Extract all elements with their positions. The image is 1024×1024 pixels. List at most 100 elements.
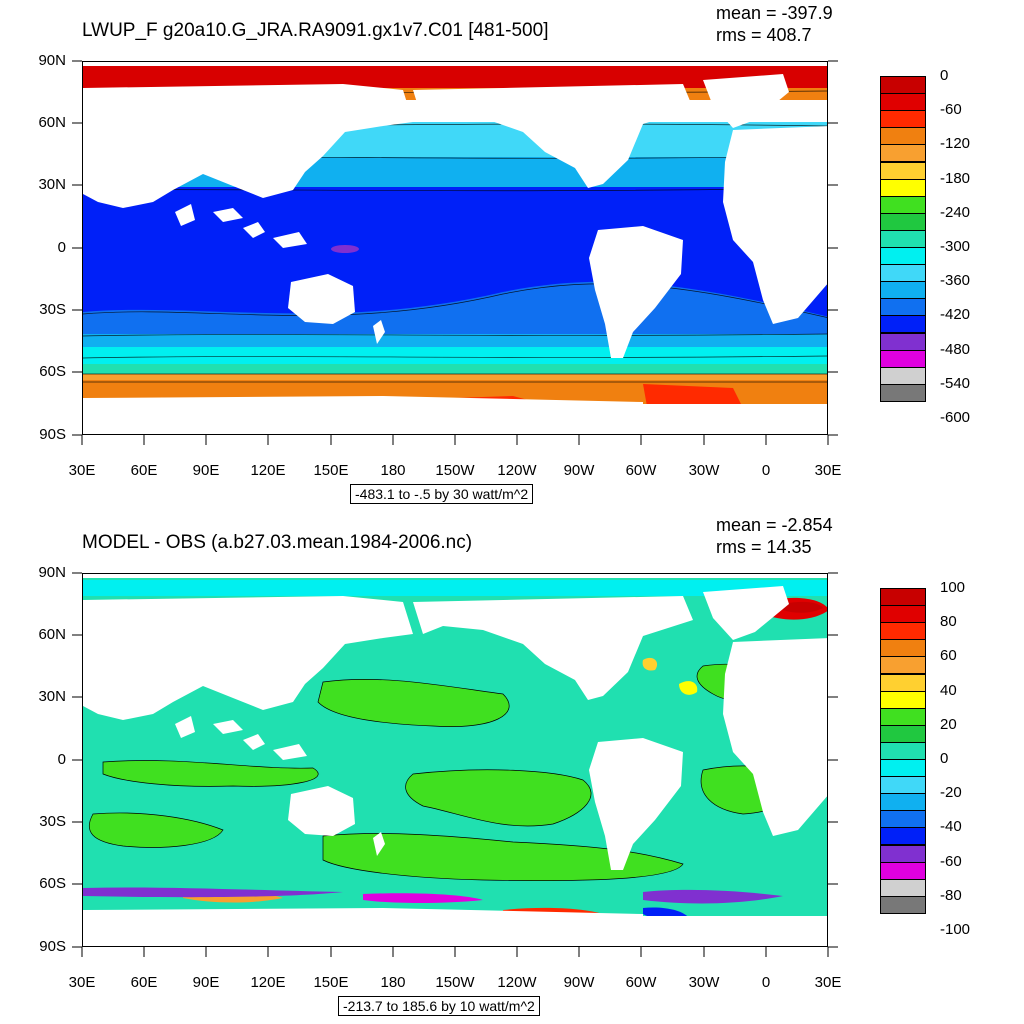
top-lon-label-0: 0 bbox=[761, 462, 771, 479]
top-colorbar-swatch bbox=[880, 229, 926, 248]
top-colorbar-label: 0 bbox=[940, 67, 949, 84]
top-colorbar-label: -60 bbox=[940, 101, 962, 119]
bottom-colorbar-label: -40 bbox=[940, 818, 962, 836]
top-map-title: LWUP_F g20a10.G_JRA.RA9091.gx1v7.C01 [48… bbox=[82, 20, 549, 41]
bottom-lat-label-30s: 30S bbox=[39, 813, 66, 830]
top-colorbar-swatch bbox=[880, 247, 926, 266]
bottom-lon-label-30e: 30E bbox=[68, 974, 96, 991]
top-lat-label-0: 0 bbox=[57, 239, 66, 256]
top-colorbar-swatch bbox=[880, 127, 926, 146]
bottom-lon-label-60e: 60E bbox=[130, 974, 158, 991]
top-rms-value: rms = 408.7 bbox=[716, 25, 812, 45]
top-lon-label-60w: 60W bbox=[625, 462, 657, 479]
bottom-colorbar-swatch bbox=[880, 861, 926, 880]
top-colorbar-swatch bbox=[880, 195, 926, 214]
bottom-contour-info-box: -213.7 to 185.6 by 10 watt/m^2 bbox=[338, 996, 540, 1016]
top-lon-label-60e: 60E bbox=[130, 462, 158, 479]
top-lon-label-150w: 150W bbox=[435, 462, 475, 479]
bottom-colorbar-swatch bbox=[880, 759, 926, 778]
bottom-colorbar-swatch bbox=[880, 588, 926, 607]
top-colorbar-swatch bbox=[880, 144, 926, 163]
top-mean-value: mean = -397.9 bbox=[716, 3, 833, 23]
top-colorbar-label: -420 bbox=[940, 306, 971, 324]
top-colorbar-swatch bbox=[880, 264, 926, 283]
top-lat-label-30s: 30S bbox=[39, 301, 66, 318]
bottom-lon-label-120e: 120E bbox=[250, 974, 286, 991]
top-lon-label-90w: 90W bbox=[563, 462, 595, 479]
top-colorbar-swatch bbox=[880, 110, 926, 129]
bottom-colorbar-swatch bbox=[880, 707, 926, 726]
bottom-lat-label-30n: 30N bbox=[38, 688, 66, 705]
bottom-lon-label-120w: 120W bbox=[497, 974, 537, 991]
bottom-lon-label-60w: 60W bbox=[625, 974, 657, 991]
top-colorbar-swatch bbox=[880, 212, 926, 231]
top-colorbar-swatch bbox=[880, 161, 926, 180]
top-lat-label-30n: 30N bbox=[38, 176, 66, 193]
bottom-colorbar-swatch bbox=[880, 622, 926, 641]
bottom-colorbar-swatch bbox=[880, 810, 926, 829]
top-lat-label-90n: 90N bbox=[38, 52, 66, 69]
bottom-colorbar-label: 40 bbox=[940, 681, 957, 699]
top-colorbar-swatch bbox=[880, 298, 926, 317]
bottom-map-plot bbox=[82, 573, 828, 947]
bottom-lon-label-150e: 150E bbox=[313, 974, 349, 991]
top-colorbar-label: -300 bbox=[940, 238, 971, 255]
top-colorbar-swatch bbox=[880, 383, 926, 402]
bottom-lat-label-60n: 60N bbox=[38, 626, 66, 643]
bottom-lon-label-90w: 90W bbox=[563, 974, 595, 991]
top-map-plot bbox=[82, 61, 828, 435]
bottom-colorbar-label: 80 bbox=[940, 613, 957, 631]
top-map-panel: LWUP_F g20a10.G_JRA.RA9091.gx1v7.C01 [48… bbox=[38, 3, 971, 504]
bottom-colorbar-swatch bbox=[880, 793, 926, 812]
bottom-colorbar-label: 20 bbox=[940, 715, 957, 733]
top-colorbar-swatch bbox=[880, 281, 926, 300]
top-lat-label-90s: 90S bbox=[39, 426, 66, 443]
top-colorbar-swatch bbox=[880, 76, 926, 95]
top-colorbar-swatch bbox=[880, 366, 926, 385]
top-colorbar-label: -360 bbox=[940, 272, 971, 290]
bottom-colorbar-label: 0 bbox=[940, 750, 949, 767]
top-colorbar-swatch bbox=[880, 93, 926, 112]
bottom-colorbar-swatch bbox=[880, 844, 926, 863]
bottom-lon-label-90e: 90E bbox=[192, 974, 220, 991]
top-colorbar-label: -540 bbox=[940, 374, 971, 392]
bottom-colorbar-swatch bbox=[880, 656, 926, 675]
top-lon-label-30e-end: 30E bbox=[814, 462, 842, 479]
bottom-map-panel: MODEL - OBS (a.b27.03.mean.1984-2006.nc)… bbox=[0, 512, 1024, 1024]
top-lon-label-30e: 30E bbox=[68, 462, 96, 479]
bottom-lon-label-30w: 30W bbox=[688, 974, 720, 991]
top-colorbar-label: -480 bbox=[940, 340, 971, 358]
top-colorbar-swatch bbox=[880, 349, 926, 368]
bottom-colorbar-swatch bbox=[880, 639, 926, 658]
bottom-map-title: MODEL - OBS (a.b27.03.mean.1984-2006.nc) bbox=[82, 532, 473, 553]
top-lat-label-60n: 60N bbox=[38, 114, 66, 131]
top-lon-label-180: 180 bbox=[380, 462, 406, 479]
bottom-difference-map bbox=[83, 574, 827, 946]
bottom-colorbar-label: 100 bbox=[940, 579, 966, 596]
bottom-colorbar-swatch bbox=[880, 605, 926, 624]
top-colorbar-label: -120 bbox=[940, 135, 971, 153]
bottom-colorbar-label: 60 bbox=[940, 647, 957, 665]
bottom-colorbar-label: -80 bbox=[940, 886, 962, 904]
top-colorbar-swatch bbox=[880, 332, 926, 351]
bottom-lon-label-0: 0 bbox=[761, 974, 771, 991]
top-lon-label-30w: 30W bbox=[688, 462, 720, 479]
bottom-lon-label-150w: 150W bbox=[435, 974, 475, 991]
top-lon-label-90e: 90E bbox=[192, 462, 220, 479]
top-contour-info-box: -483.1 to -.5 by 30 watt/m^2 bbox=[350, 484, 534, 504]
bottom-colorbar-swatch bbox=[880, 673, 926, 692]
bottom-colorbar-swatch bbox=[880, 895, 926, 914]
bottom-colorbar-label: -100 bbox=[940, 921, 971, 938]
top-colorbar-swatch bbox=[880, 315, 926, 334]
top-colorbar-label: -180 bbox=[940, 169, 971, 187]
top-colorbar-swatch bbox=[880, 178, 926, 197]
top-contour-map bbox=[83, 62, 827, 434]
bottom-colorbar-swatch bbox=[880, 690, 926, 709]
bottom-lon-label-180: 180 bbox=[380, 974, 406, 991]
bottom-colorbar-swatch bbox=[880, 878, 926, 897]
top-lon-label-150e: 150E bbox=[313, 462, 349, 479]
bottom-colorbar-label: -20 bbox=[940, 784, 962, 802]
bottom-colorbar-label: -60 bbox=[940, 852, 962, 870]
bottom-colorbar-swatch bbox=[880, 827, 926, 846]
bottom-lat-label-90s: 90S bbox=[39, 938, 66, 955]
